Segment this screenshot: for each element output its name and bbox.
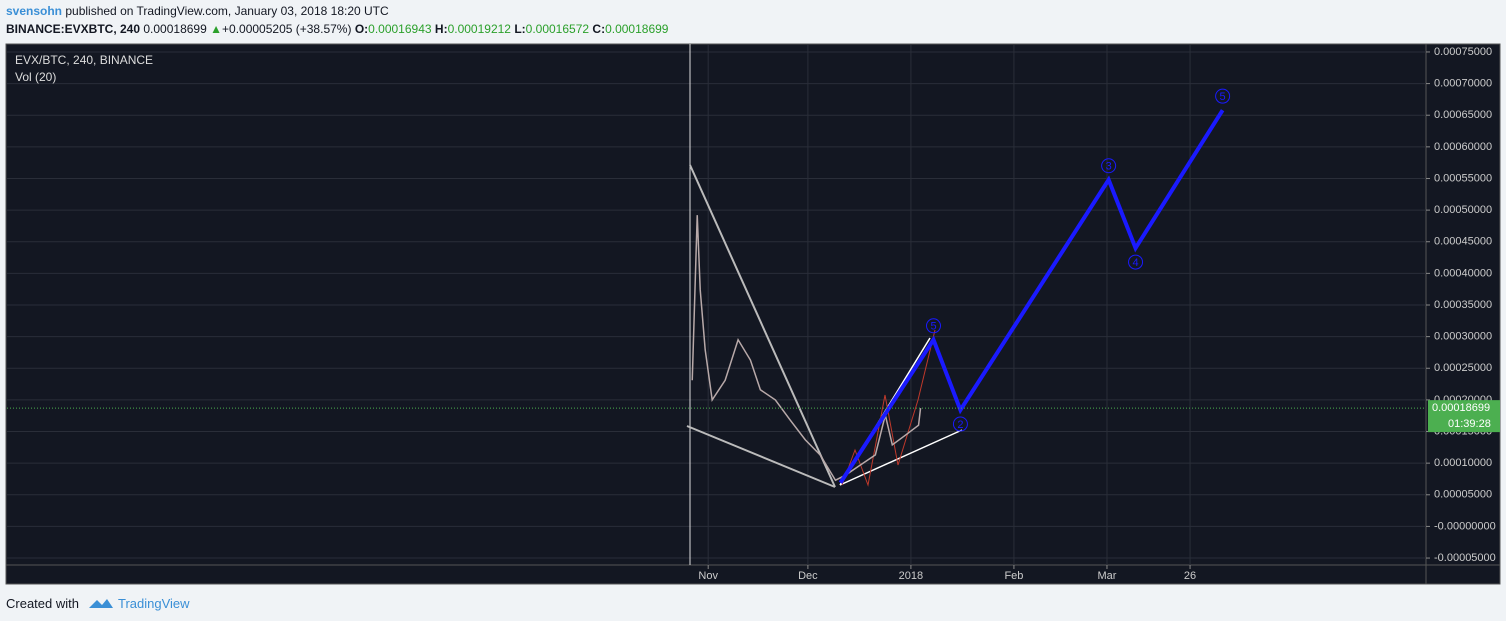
- y-tick-label: 0.00005000: [1434, 489, 1492, 501]
- last: 0.00018699: [143, 22, 207, 36]
- wave-circle: [952, 416, 968, 432]
- close: 0.00018699: [605, 22, 669, 36]
- wave-line: [839, 429, 963, 486]
- o-label: O:: [354, 22, 369, 36]
- brand[interactable]: TradingView: [118, 596, 190, 611]
- wave-line: [841, 329, 936, 487]
- y-tick-label: 0.00010000: [1434, 457, 1492, 469]
- x-tick-label: Feb: [1004, 570, 1023, 582]
- ohlc-line: BINANCE:EVXBTC, 240 0.00018699 ▲+0.00005…: [6, 22, 668, 36]
- y-tick-label: 0.00030000: [1434, 331, 1492, 343]
- y-tick-label: -0.00005000: [1434, 552, 1496, 564]
- symbol: BINANCE:EVXBTC, 240: [6, 22, 141, 36]
- x-tick-label: Mar: [1097, 570, 1116, 582]
- y-tick-label: 0.00040000: [1434, 267, 1492, 279]
- wave-label: 5: [930, 321, 936, 333]
- projection-line: [838, 109, 1225, 484]
- y-tick-label: 0.00035000: [1434, 299, 1492, 311]
- y-tick-label: 0.00060000: [1434, 141, 1492, 153]
- wave-circle: [926, 318, 942, 334]
- change: +0.00005205 (+38.57%): [222, 22, 352, 36]
- high: 0.00019212: [447, 22, 511, 36]
- h-label: H:: [434, 22, 448, 36]
- wave-label: 3: [1106, 161, 1112, 173]
- publish-line: svensohn published on TradingView.com, J…: [6, 4, 389, 18]
- wave-circle: [1128, 254, 1144, 270]
- last-price-box: [1428, 400, 1500, 433]
- footer: Created with TradingView: [6, 596, 190, 611]
- x-tick-label: Dec: [798, 570, 818, 582]
- l-label: L:: [514, 22, 526, 36]
- wave-circle: [1215, 88, 1231, 104]
- arrow: ▲: [210, 22, 223, 36]
- wedge-line: [686, 425, 836, 488]
- x-tick-label: 26: [1184, 570, 1196, 582]
- y-tick-label: 0.00075000: [1434, 46, 1492, 58]
- logo: [88, 599, 113, 608]
- countdown: 01:39:28: [1448, 418, 1491, 430]
- open: 0.00016943: [368, 22, 432, 36]
- price-line: [691, 215, 922, 482]
- y-tick-label: 0.00070000: [1434, 77, 1492, 89]
- x-tick-label: Nov: [698, 570, 718, 582]
- chart-frame: [5, 43, 1501, 585]
- y-tick-label: 0.00055000: [1434, 172, 1492, 184]
- y-tick-label: 0.00015000: [1434, 425, 1492, 437]
- low: 0.00016572: [525, 22, 590, 36]
- created-with: Created with: [6, 596, 79, 611]
- x-tick-label: 2018: [899, 570, 923, 582]
- y-tick-label: 0.00020000: [1434, 394, 1492, 406]
- chart-subtitle: Vol (20): [15, 70, 56, 84]
- author[interactable]: svensohn: [6, 4, 63, 18]
- c-label: C:: [592, 22, 606, 36]
- y-tick-label: 0.00050000: [1434, 204, 1492, 216]
- last-price-label: 0.00018699: [1432, 402, 1490, 414]
- logo-shape: [88, 599, 113, 608]
- wedge-line: [689, 164, 836, 488]
- y-tick-label: -0.00000000: [1434, 520, 1496, 532]
- wave-label: 2: [957, 419, 963, 431]
- wave-circle: [1101, 158, 1117, 174]
- y-tick-label: 0.00065000: [1434, 109, 1492, 121]
- wave-label: 5: [1220, 91, 1226, 103]
- y-tick-label: 0.00025000: [1434, 362, 1492, 374]
- wave-label: 4: [1132, 257, 1138, 269]
- y-tick-label: 0.00045000: [1434, 236, 1492, 248]
- published: published on TradingView.com, January 03…: [65, 4, 389, 18]
- wave-line: [839, 337, 931, 486]
- chart-title: EVX/BTC, 240, BINANCE: [15, 53, 153, 67]
